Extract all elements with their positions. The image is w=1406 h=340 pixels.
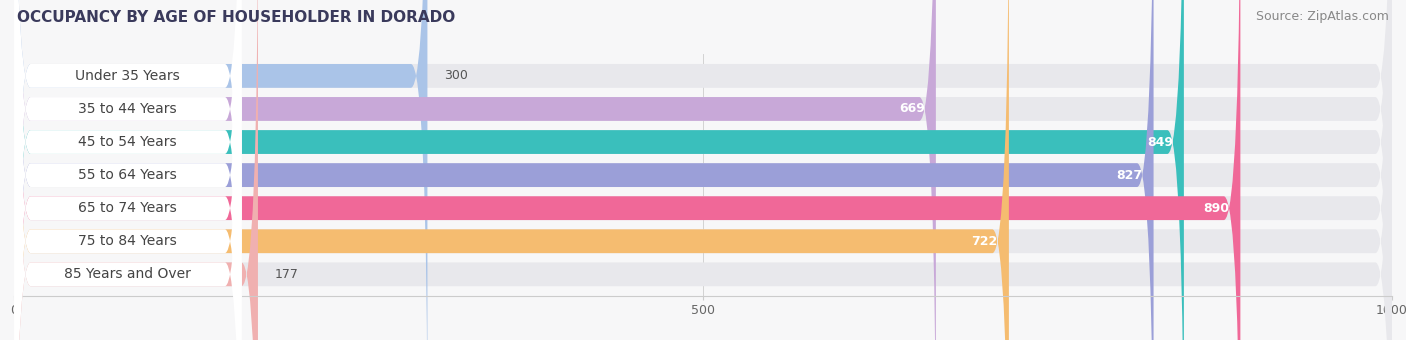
Text: 35 to 44 Years: 35 to 44 Years <box>79 102 177 116</box>
FancyBboxPatch shape <box>14 0 1184 340</box>
FancyBboxPatch shape <box>14 0 1240 340</box>
Text: Source: ZipAtlas.com: Source: ZipAtlas.com <box>1256 10 1389 23</box>
Text: 849: 849 <box>1147 136 1173 149</box>
FancyBboxPatch shape <box>14 0 1392 340</box>
Text: 85 Years and Over: 85 Years and Over <box>65 267 191 281</box>
Text: 55 to 64 Years: 55 to 64 Years <box>79 168 177 182</box>
Text: 177: 177 <box>274 268 298 281</box>
FancyBboxPatch shape <box>14 0 427 340</box>
FancyBboxPatch shape <box>14 0 242 340</box>
FancyBboxPatch shape <box>14 0 1010 340</box>
FancyBboxPatch shape <box>14 0 936 340</box>
FancyBboxPatch shape <box>14 0 1392 340</box>
Text: 75 to 84 Years: 75 to 84 Years <box>79 234 177 248</box>
FancyBboxPatch shape <box>14 0 242 340</box>
FancyBboxPatch shape <box>14 0 1392 340</box>
Text: 890: 890 <box>1204 202 1229 215</box>
Text: 45 to 54 Years: 45 to 54 Years <box>79 135 177 149</box>
FancyBboxPatch shape <box>14 0 242 340</box>
FancyBboxPatch shape <box>14 0 1392 340</box>
FancyBboxPatch shape <box>14 0 1392 340</box>
Text: 722: 722 <box>972 235 998 248</box>
FancyBboxPatch shape <box>14 0 242 340</box>
FancyBboxPatch shape <box>14 0 242 340</box>
Text: 65 to 74 Years: 65 to 74 Years <box>79 201 177 215</box>
FancyBboxPatch shape <box>14 0 257 340</box>
Text: OCCUPANCY BY AGE OF HOUSEHOLDER IN DORADO: OCCUPANCY BY AGE OF HOUSEHOLDER IN DORAD… <box>17 10 456 25</box>
FancyBboxPatch shape <box>14 0 1392 340</box>
FancyBboxPatch shape <box>14 0 1392 340</box>
Text: 669: 669 <box>898 102 925 116</box>
FancyBboxPatch shape <box>14 0 1153 340</box>
Text: 827: 827 <box>1116 169 1143 182</box>
FancyBboxPatch shape <box>14 0 242 340</box>
Text: 300: 300 <box>444 69 468 82</box>
Text: Under 35 Years: Under 35 Years <box>76 69 180 83</box>
FancyBboxPatch shape <box>14 0 242 340</box>
